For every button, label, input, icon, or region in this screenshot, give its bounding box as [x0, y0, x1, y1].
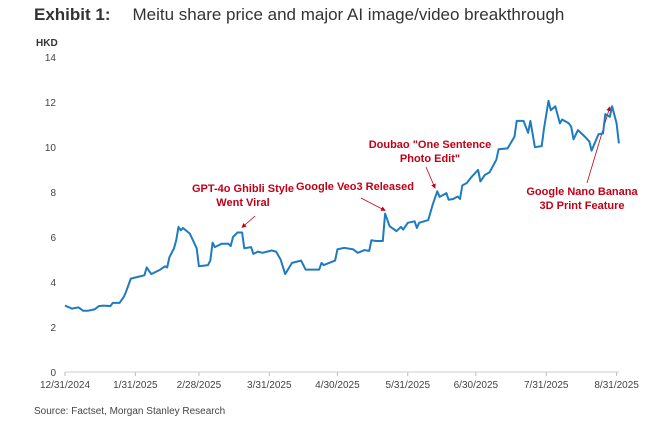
annotation-arrow	[425, 166, 436, 189]
x-tick-label: 5/31/2025	[386, 380, 431, 391]
x-tick-label: 4/30/2025	[315, 380, 360, 391]
annotation: Google Nano Banana 3D Print Feature	[526, 106, 638, 212]
y-tick-label: 2	[50, 323, 56, 334]
annotation-label: Google Nano Banana	[526, 186, 638, 198]
annotation-arrow	[586, 106, 611, 184]
x-tick-label: 7/31/2025	[524, 380, 569, 391]
x-tick-label: 2/28/2025	[177, 380, 222, 391]
exhibit-label: Exhibit 1:	[34, 5, 111, 24]
annotation-label: Google Veo3 Released	[296, 181, 414, 193]
annotation: Google Veo3 Released	[296, 181, 414, 211]
chart-title: Exhibit 1: Meitu share price and major AI…	[34, 5, 564, 25]
x-tick-label: 12/31/2024	[40, 380, 90, 391]
y-tick-label: 10	[45, 143, 57, 154]
x-tick-label: 3/31/2025	[247, 380, 292, 391]
y-axis-label: HKD	[36, 38, 58, 49]
annotation: GPT-4o Ghibli Style Went Viral	[192, 183, 294, 228]
y-tick-label: 4	[50, 278, 56, 289]
price-line	[64, 99, 620, 312]
annotation-label: Doubao "One Sentence	[369, 139, 492, 151]
x-tick-label: 8/31/2025	[594, 380, 639, 391]
annotation-label: 3D Print Feature	[540, 200, 625, 212]
annotation-arrow	[360, 197, 386, 211]
y-tick-label: 14	[45, 53, 57, 64]
annotation-label: Photo Edit"	[400, 153, 460, 165]
annotation-label: Went Viral	[216, 197, 269, 209]
source-note: Source: Factset, Morgan Stanley Research	[34, 406, 226, 417]
y-tick-label: 8	[50, 188, 56, 199]
x-tick-label: 6/30/2025	[454, 380, 499, 391]
annotation: Doubao "One Sentence Photo Edit"	[369, 139, 492, 189]
y-ticks: 0 2 4 6 8 10 12 14	[45, 53, 57, 379]
annotations: GPT-4o Ghibli Style Went Viral Google Veo3…	[192, 106, 638, 228]
title-text: Meitu share price and major AI image/vid…	[132, 5, 565, 24]
annotation-arrow	[241, 215, 256, 228]
x-ticks: 12/31/2024 1/31/2025 2/28/2025 3/31/2025 4/3…	[40, 372, 639, 391]
annotation-label: GPT-4o Ghibli Style	[192, 183, 294, 195]
y-tick-label: 12	[45, 98, 57, 109]
y-tick-label: 6	[50, 233, 56, 244]
x-tick-label: 1/31/2025	[113, 380, 158, 391]
y-tick-label: 0	[50, 368, 56, 379]
